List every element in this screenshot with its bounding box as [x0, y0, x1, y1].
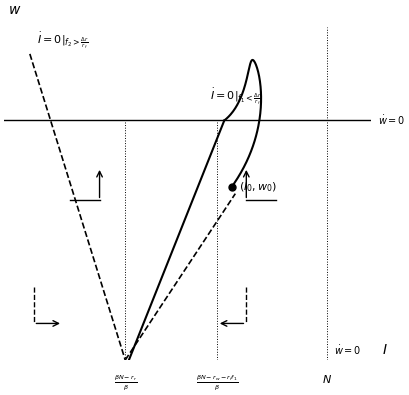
Text: $\dot{w} = 0$: $\dot{w} = 0$ [335, 344, 362, 357]
Text: $N$: $N$ [322, 373, 332, 386]
Text: $w$: $w$ [8, 3, 21, 17]
Text: $\frac{\beta N - r_r}{\beta}$: $\frac{\beta N - r_r}{\beta}$ [114, 373, 137, 392]
Text: $(I_0, w_0)$: $(I_0, w_0)$ [239, 180, 277, 194]
Text: $\dot{I} = 0|_{f_2>\frac{\Delta r}{r_f}}$: $\dot{I} = 0|_{f_2>\frac{\Delta r}{r_f}}… [37, 30, 89, 51]
Text: $\dot{w} = 0$: $\dot{w} = 0$ [378, 114, 406, 127]
Text: $\dot{I} = 0|_{f_1<\frac{\Delta r}{r_f}}$: $\dot{I} = 0|_{f_1<\frac{\Delta r}{r_f}}… [210, 87, 262, 107]
Text: $I$: $I$ [382, 343, 388, 357]
Text: $\frac{\beta N - r_w - r_f f_1}{\beta}$: $\frac{\beta N - r_w - r_f f_1}{\beta}$ [196, 373, 238, 392]
